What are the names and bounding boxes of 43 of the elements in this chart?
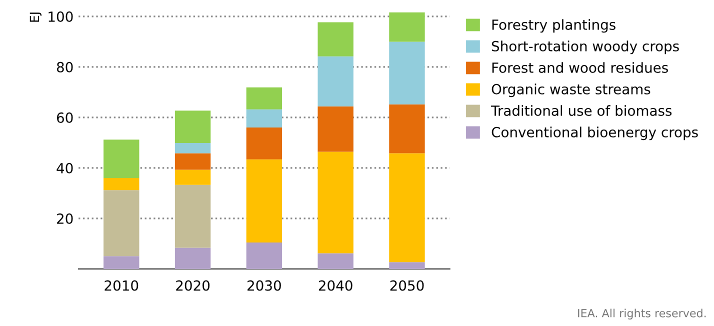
x-tick-label: 2020 (176, 280, 210, 291)
bar (318, 106, 354, 152)
text: IEA. All rights reserved. (578, 308, 706, 320)
legend-label: Organic waste streams (492, 84, 650, 98)
bar (246, 109, 282, 128)
x-tick-label: 2040 (318, 280, 352, 291)
x-tick-label: 2050 (390, 280, 424, 291)
bar (318, 22, 354, 56)
y-axis-title: EJ (30, 12, 42, 22)
bar (318, 56, 354, 106)
bar (174, 248, 211, 269)
bar (174, 170, 211, 185)
bar (174, 153, 211, 170)
bar (246, 159, 282, 242)
bar (389, 262, 425, 269)
bar (174, 142, 211, 154)
bar (104, 256, 140, 269)
bar (389, 104, 425, 154)
legend-label: Short-rotation woody crops (492, 40, 679, 54)
bar (246, 87, 282, 110)
x-tick-label: 2010 (104, 280, 138, 291)
bar (104, 190, 140, 256)
y-tick-label: 100 (48, 11, 73, 22)
x-tick-label: 2030 (248, 280, 281, 291)
bar (104, 140, 140, 178)
legend-label: Conventional bioenergy crops (492, 126, 698, 140)
bar (104, 178, 140, 190)
legend-label: Forestry plantings (492, 19, 616, 33)
y-tick-label: 80 (56, 62, 73, 72)
bar (246, 242, 282, 269)
y-tick-label: 20 (57, 213, 73, 224)
bar (389, 42, 425, 104)
y-tick-label: 40 (56, 162, 73, 174)
bar (389, 12, 425, 42)
legend-label: Traditional use of biomass (490, 105, 672, 116)
y-tick-label: 60 (56, 112, 73, 123)
bar (318, 152, 354, 254)
bar (174, 110, 211, 143)
legend-label: Forest and wood residues (492, 62, 668, 73)
bar (174, 184, 211, 248)
bar (246, 128, 282, 160)
bar (389, 153, 425, 262)
bar (318, 253, 354, 269)
